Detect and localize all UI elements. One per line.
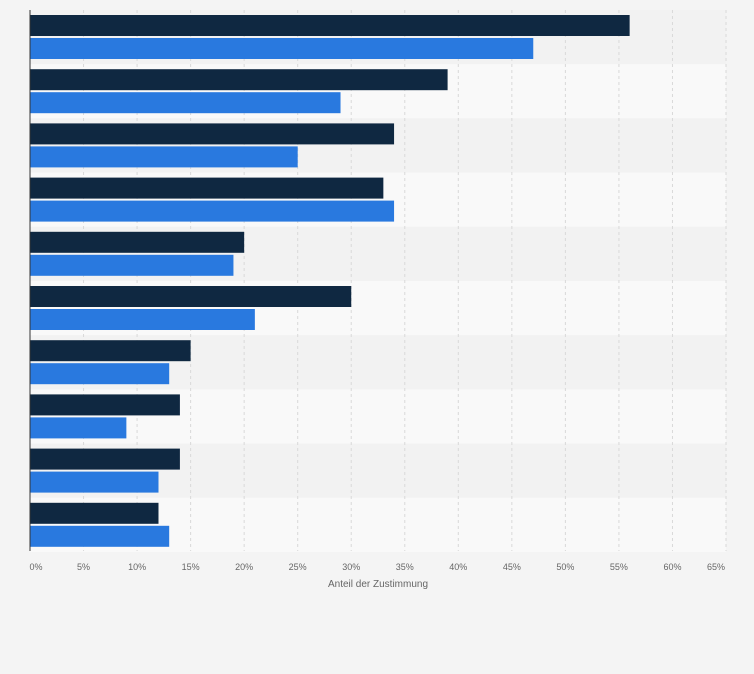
bar-s1-row2 <box>30 69 448 91</box>
x-tick-label-11: 55% <box>610 562 628 572</box>
bar-s2-row7 <box>30 363 170 385</box>
x-tick-label-2: 10% <box>128 562 146 572</box>
x-tick-labels: 0% 5% 10% 15% 20% 25% 30% 35% 40% 45% 50% 55% 60% 65% <box>29 562 725 572</box>
bar-s1-row5 <box>30 231 245 253</box>
x-tick-label-9: 45% <box>503 562 521 572</box>
bar-s1-row4 <box>30 177 384 199</box>
x-tick-label-5: 25% <box>289 562 307 572</box>
x-tick-label-6: 30% <box>342 562 360 572</box>
x-tick-label-7: 35% <box>396 562 414 572</box>
bar-s2-row8 <box>30 417 127 439</box>
bar-s2-row6 <box>30 309 255 330</box>
x-tick-label-10: 50% <box>556 562 574 572</box>
x-tick-label-3: 15% <box>182 562 200 572</box>
bar-s2-row1 <box>30 38 534 59</box>
bar-s2-row2 <box>30 92 341 114</box>
bar-s2-row3 <box>30 146 298 168</box>
x-tick-label-4: 20% <box>235 562 253 572</box>
bar-s2-row10 <box>30 525 170 547</box>
bar-s1-row7 <box>30 340 191 362</box>
x-tick-label-8: 40% <box>449 562 467 572</box>
bar-s2-row9 <box>30 471 159 493</box>
x-tick-label-13: 65% <box>707 562 725 572</box>
bar-s1-row10 <box>30 502 159 524</box>
x-tick-label-0: 0% <box>29 562 42 572</box>
bar-s2-row4 <box>30 200 395 222</box>
bar-s1-row8 <box>30 394 180 416</box>
x-axis-label: Anteil der Zustimmung <box>328 579 428 590</box>
bar-s1-row1 <box>30 15 630 36</box>
bars <box>30 15 630 547</box>
bar-s2-row5 <box>30 254 234 276</box>
x-tick-label-12: 60% <box>663 562 681 572</box>
bar-s1-row6 <box>30 286 352 307</box>
bar-s1-row3 <box>30 123 395 145</box>
x-tick-label-1: 5% <box>77 562 90 572</box>
row-bands <box>30 10 726 552</box>
bar-s1-row9 <box>30 448 180 470</box>
